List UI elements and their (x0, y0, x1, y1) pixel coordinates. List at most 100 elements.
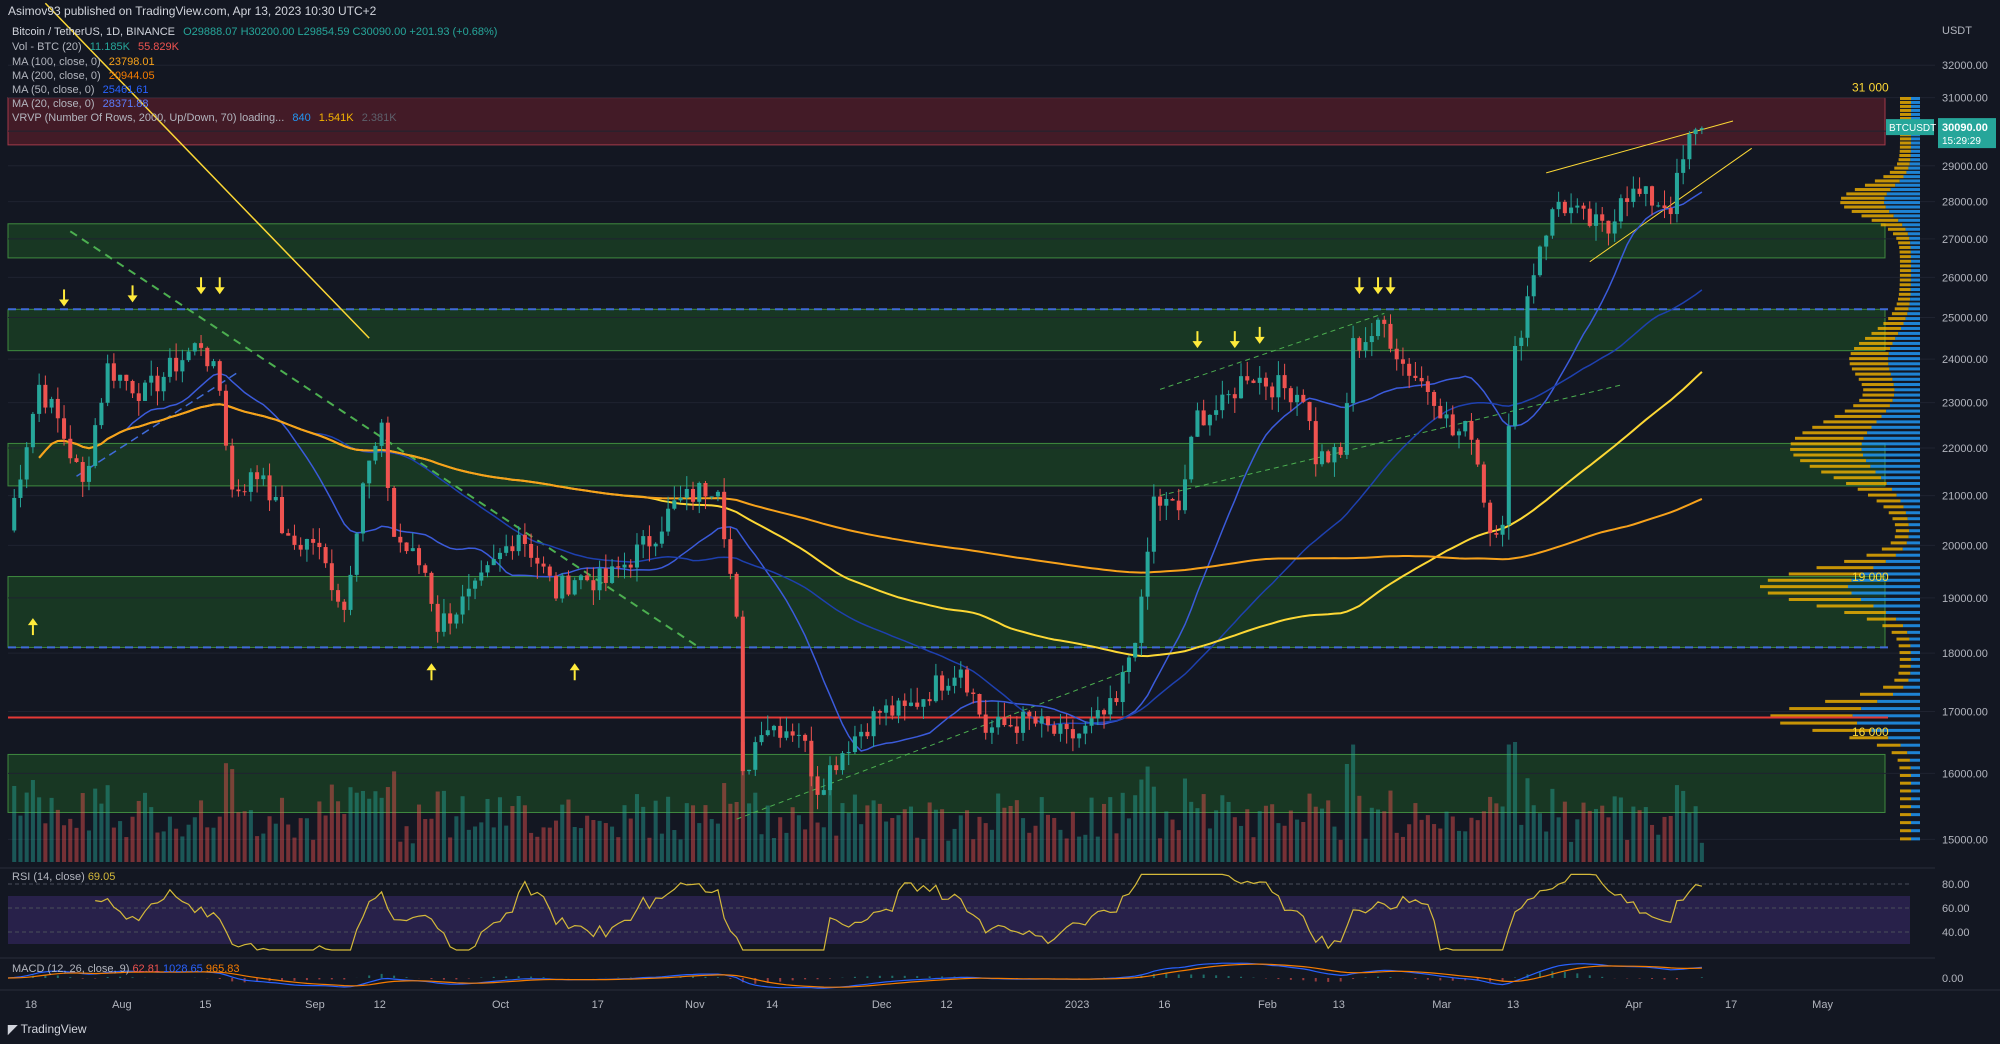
candle-body (522, 534, 527, 544)
candle-body (964, 669, 970, 693)
candle-body (1102, 710, 1107, 715)
vp-row-down (1767, 591, 1852, 595)
time-tick-label: Mar (1432, 999, 1451, 1011)
vp-row-down (1871, 331, 1899, 335)
arrow-up-icon (27, 618, 38, 626)
volume-bar (834, 835, 839, 862)
macd-hist-bar (330, 978, 333, 980)
vp-row-up (1910, 651, 1920, 655)
volume-bar (12, 785, 17, 862)
candle-body (311, 538, 316, 543)
candle-body (1500, 524, 1505, 535)
vp-row-down (1840, 201, 1885, 205)
candle-body (336, 590, 341, 602)
candle-body (927, 699, 932, 702)
candle-body (803, 734, 808, 741)
candle-body (1114, 698, 1119, 703)
candle-body (74, 458, 79, 463)
candle-body (416, 548, 422, 566)
candle-body (641, 536, 646, 545)
macd-hist-bar (1289, 978, 1292, 980)
vp-row-up (1910, 781, 1920, 785)
macd-hist-bar (492, 976, 495, 978)
candle-body (684, 488, 689, 498)
candle-body (553, 575, 559, 599)
macd-hist-bar (368, 975, 371, 978)
candle-body (68, 438, 73, 459)
volume-bar (815, 822, 820, 862)
candle-body (815, 776, 820, 795)
macd-hist-bar (305, 978, 308, 981)
volume-bar (329, 784, 334, 862)
candle-body (99, 402, 104, 426)
ma200-legend[interactable]: MA (200, close, 0) 20944.05 (12, 70, 160, 82)
candle-body (1095, 710, 1100, 719)
macd-legend[interactable]: MACD (12, 26, close, 9) 62.81 1028.65 96… (12, 963, 240, 975)
vrvp-value-2: 1.541K (318, 112, 354, 124)
vrvp-legend[interactable]: VRVP (Number Of Rows, 2000, Up/Down, 70)… (12, 112, 402, 124)
candle-body (255, 472, 260, 480)
arrow-up-icon (569, 663, 580, 671)
volume-bar (86, 830, 91, 862)
candle-body (55, 398, 60, 419)
volume-bar (49, 797, 54, 862)
candle-body (759, 735, 764, 743)
zone-support-3 (7, 442, 1886, 487)
vp-row-up (1908, 523, 1920, 527)
candle-body (1089, 718, 1094, 726)
vp-row-down (1899, 250, 1911, 254)
candle-body (429, 572, 434, 604)
candle-body (342, 601, 347, 610)
volume-bar (715, 823, 720, 862)
volume-bar (448, 837, 453, 862)
candle-body (610, 566, 615, 583)
vp-row-down (1900, 805, 1911, 809)
vp-row-up (1909, 162, 1920, 166)
ma100-legend[interactable]: MA (100, close, 0) 23798.01 (12, 56, 160, 68)
vp-row-down (1860, 692, 1894, 696)
vp-row-down (1812, 425, 1872, 429)
volume-bar (1326, 800, 1331, 862)
time-tick-label: 16 (1158, 999, 1170, 1011)
price-tick-label: 32000.00 (1942, 60, 1988, 72)
candle-body (884, 705, 889, 713)
vol-legend[interactable]: Vol - BTC (20) 11.185K 55.829K (12, 41, 184, 53)
vp-row-down (1899, 766, 1911, 770)
vp-row-up (1908, 535, 1920, 539)
candle-body (1158, 496, 1163, 506)
candle-body (30, 413, 35, 448)
volume-bar (74, 827, 79, 862)
volume-bar (1519, 824, 1524, 862)
ma50-legend[interactable]: MA (50, close, 0) 25461.61 (12, 84, 154, 96)
candle-body (734, 573, 739, 617)
volume-bar (628, 818, 633, 862)
vp-row-down (1894, 678, 1909, 682)
vp-row-up (1852, 714, 1920, 718)
vp-row-up (1873, 566, 1920, 570)
tradingview-logo[interactable]: ◤ TradingView (8, 1022, 87, 1036)
vp-row-up (1910, 671, 1920, 675)
macd-hist-bar (1277, 978, 1280, 980)
volume-bar (778, 817, 783, 862)
macd-hist-bar (442, 978, 445, 980)
volume-bar (510, 806, 515, 862)
macd-hist-bar (455, 978, 458, 980)
symbol-legend[interactable]: Bitcoin / TetherUS, 1D, BINANCE O29888.0… (12, 26, 502, 38)
macd-hist-bar (1414, 978, 1417, 980)
macd-hist-bar (343, 978, 346, 980)
candle-body (616, 566, 621, 568)
ma20-legend[interactable]: MA (20, close, 0) 28371.88 (12, 98, 154, 110)
vp-row-down (1855, 372, 1891, 376)
ma20-value: 28371.88 (102, 98, 149, 110)
volume-bar (273, 823, 278, 862)
ma100-label: MA (100, close, 0) (12, 56, 101, 68)
candle-body (1332, 447, 1337, 463)
price-tick-label: 17000.00 (1942, 706, 1988, 718)
vp-row-down (1882, 624, 1904, 628)
vp-row-up (1875, 470, 1920, 474)
candle-body (1151, 496, 1156, 552)
macd-hist-bar (218, 978, 221, 980)
rsi-legend[interactable]: RSI (14, close) 69.05 (12, 871, 115, 883)
vp-row-up (1886, 409, 1920, 413)
